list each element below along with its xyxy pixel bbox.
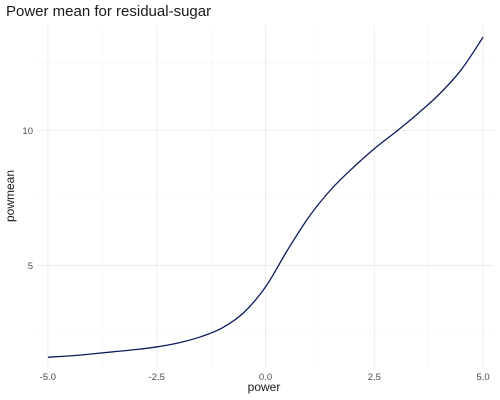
- y-axis-label: powmean: [3, 170, 17, 222]
- series-layer: [47, 36, 484, 358]
- x-tick-label: 2.5: [368, 372, 381, 383]
- x-tick-label: 5.0: [477, 372, 490, 383]
- y-tick-label: 5: [28, 261, 33, 272]
- chart-title: Power mean for residual-sugar: [6, 3, 211, 20]
- x-axis-ticks: -5.0 -2.5 0.0 2.5 5.0: [40, 372, 490, 383]
- x-axis-label: power: [248, 380, 281, 394]
- x-tick-label: -2.5: [149, 372, 165, 383]
- y-tick-label: 10: [22, 126, 33, 137]
- grid: [37, 25, 494, 368]
- powmean-line: [47, 36, 484, 358]
- x-tick-label: 0.0: [259, 372, 272, 383]
- x-tick-label: -5.0: [40, 372, 56, 383]
- y-axis-ticks: 5 10: [22, 126, 33, 272]
